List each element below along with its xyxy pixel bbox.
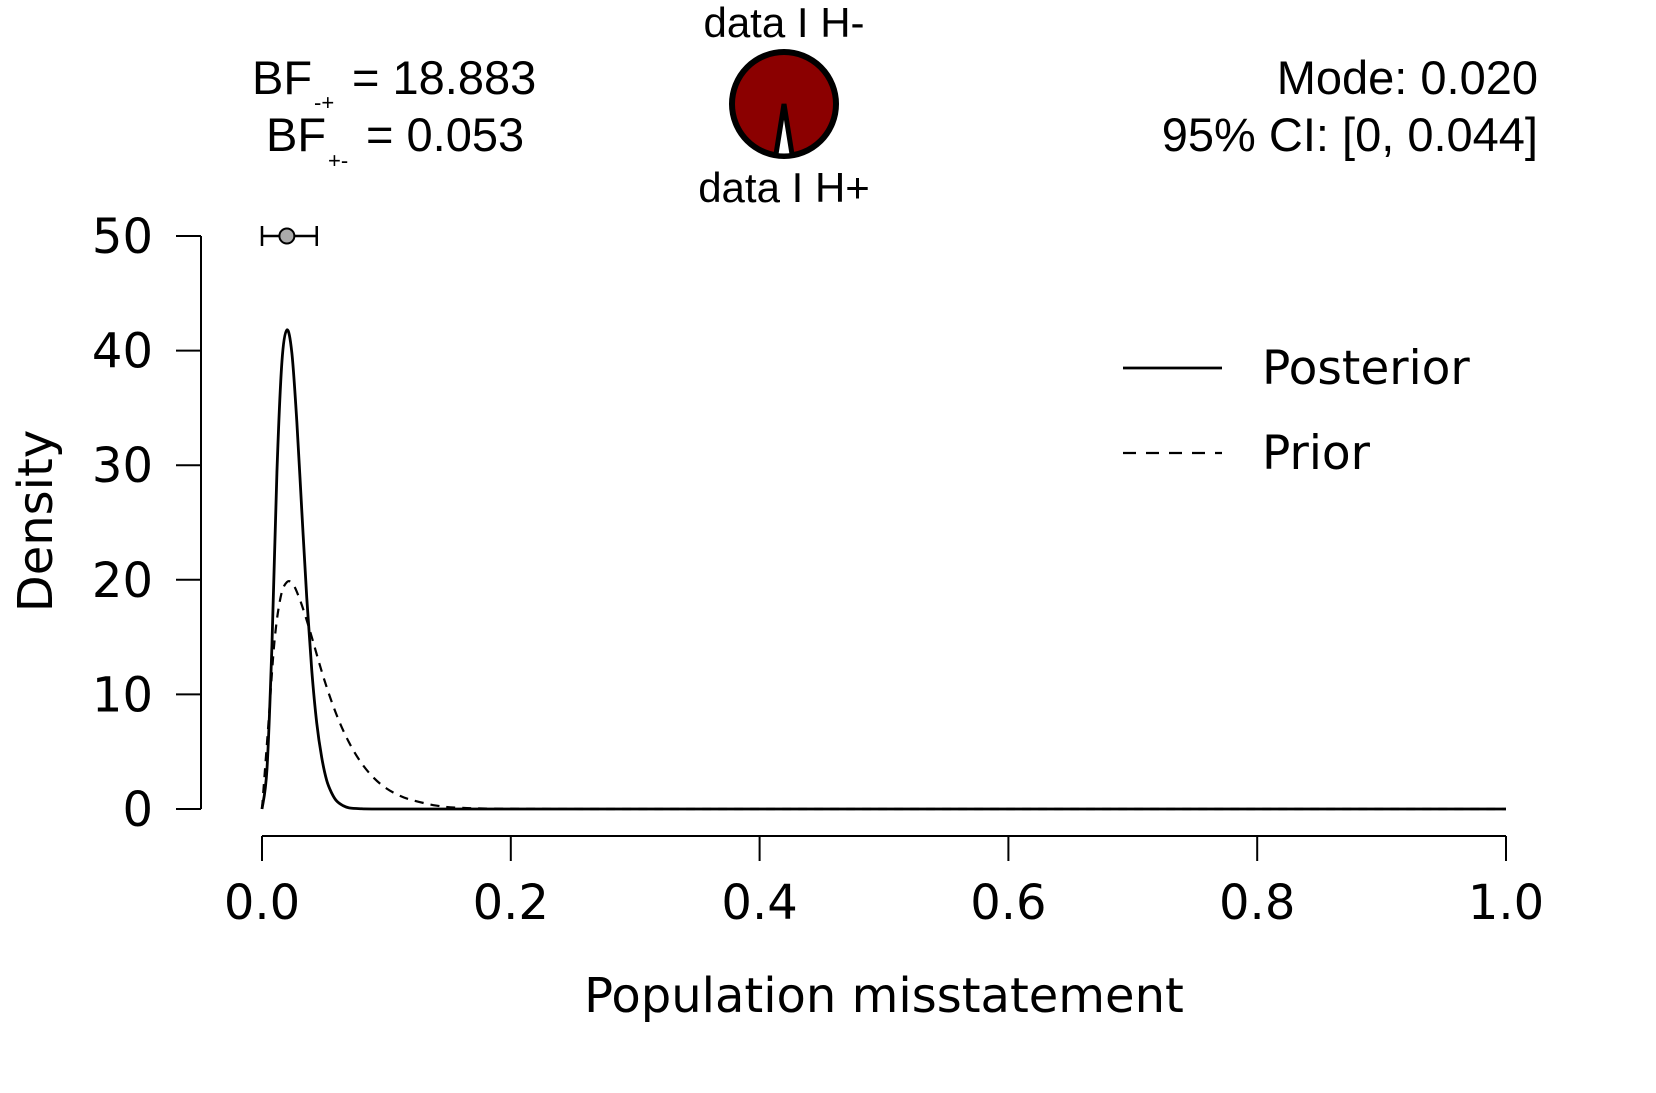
legend-label-prior: Prior: [1262, 426, 1371, 481]
y-tick-label: 40: [92, 324, 153, 380]
y-tick-label: 0: [122, 782, 153, 838]
credible-interval: [260, 226, 318, 246]
x-tick-label: 0.8: [1219, 875, 1295, 931]
pie-slice: [772, 103, 796, 159]
x-tick-label: 0.0: [224, 875, 300, 931]
interval-point: [278, 227, 296, 245]
bf-plus-minus-subscript: +-: [328, 148, 349, 173]
x-tick-label: 1.0: [1468, 875, 1544, 931]
bf-minus-plus-base: BF: [252, 51, 313, 104]
y-ticks: 0 10 20 30 40 50: [92, 209, 201, 838]
y-tick-label: 50: [92, 209, 153, 265]
x-tick-label: 0.6: [970, 875, 1046, 931]
pie-bottom-label: data I H+: [698, 164, 870, 211]
series-line-posterior: [260, 328, 1506, 811]
x-tick-label: 0.2: [473, 875, 549, 931]
evidence-pie: [729, 49, 839, 159]
y-tick-label: 30: [92, 438, 153, 494]
x-axis-label: Population misstatement: [584, 968, 1184, 1024]
bf-minus-plus-subscript: -+: [314, 90, 335, 115]
x-tick-label: 0.4: [721, 875, 797, 931]
bf-plus-minus-base: BF: [266, 108, 327, 161]
mode-text: Mode: 0.020: [1276, 51, 1538, 104]
y-tick-label: 20: [92, 553, 153, 609]
y-axis-label: Density: [8, 430, 64, 612]
pie-top-label: data I H-: [703, 0, 865, 46]
y-tick-label: 10: [92, 667, 153, 723]
series-line-prior: [260, 580, 1506, 811]
legend-label-posterior: Posterior: [1262, 341, 1470, 396]
ci-text: 95% CI: [0, 0.044]: [1161, 108, 1538, 161]
legend: Posterior Prior: [1123, 341, 1470, 481]
x-ticks: 0.0 0.2 0.4 0.6 0.8 1.0: [224, 836, 1544, 931]
bf-minus-plus-value: = 18.883: [352, 51, 537, 104]
bf-plus-minus-value: = 0.053: [366, 108, 525, 161]
